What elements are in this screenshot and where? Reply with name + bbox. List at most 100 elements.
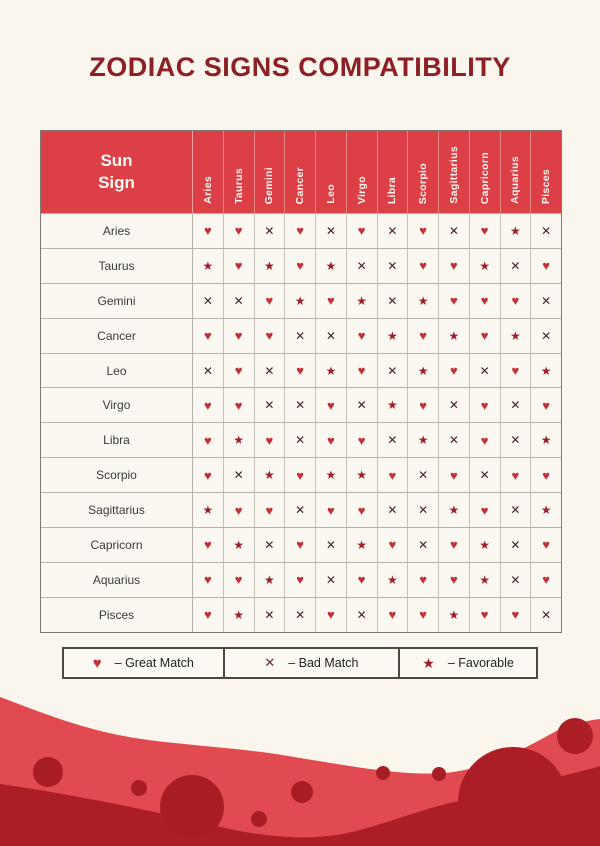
column-header-label: Aquarius [509,156,522,204]
heart-icon: ♥ [347,353,378,388]
heart-icon: ♥ [285,458,316,493]
row-label: Virgo [41,388,193,423]
cross-icon: ✕ [501,562,532,597]
star-icon: ★ [501,214,532,248]
star-icon: ★ [439,318,470,353]
star-icon: ★ [540,433,552,448]
star-icon: ★ [470,248,501,283]
table-row-libra: Libra ♥ ★ ♥ ✕ ♥ ♥ ✕ ★ ✕ ♥ ✕ ★ [41,422,561,458]
star-icon: ★ [316,458,347,493]
heart-icon: ♥ [224,318,255,353]
cross-icon: ✕ [541,328,552,343]
heart-icon: ♥ [285,214,316,248]
cross-icon: ✕ [501,528,532,562]
heart-icon: ♥ [193,597,224,632]
star-icon: ★ [540,363,552,378]
column-header-capricorn: Capricorn [468,131,500,213]
cross-icon: ✕ [193,283,224,318]
cross-icon: ✕ [255,388,286,423]
heart-icon: ♥ [347,493,378,528]
cross-icon: ✕ [378,493,409,528]
heart-icon: ♥ [193,528,224,562]
table-row-cancer: Cancer ♥ ♥ ♥ ✕ ✕ ♥ ★ ♥ ★ ♥ ★ ✕ [41,317,561,353]
column-headers: Aries Taurus Gemini Cancer Leo Virgo Libra Scor… [193,131,561,213]
star-icon: ★ [285,283,316,318]
row-label: Capricorn [41,528,193,562]
column-header-label: Virgo [355,175,368,204]
decorative-circle [291,781,313,803]
cross-icon: ✕ [541,293,552,308]
corner-header-label: Sun Sign [98,150,135,192]
heart-icon: ♥ [542,258,550,274]
column-header-label: Pisces [540,168,553,204]
cross-icon: ✕ [378,248,409,283]
column-header-leo: Leo [315,131,346,213]
star-icon: ★ [255,458,286,493]
star-icon: ★ [193,248,224,283]
star-icon: ★ [255,562,286,597]
heart-icon: ♥ [408,214,439,248]
cross-icon: ✕ [316,562,347,597]
heart-icon: ♥ [255,318,286,353]
heart-icon: ♥ [255,493,286,528]
cross-icon: ✕ [255,214,286,248]
heart-icon: ♥ [316,388,347,423]
heart-icon: ♥ [408,318,439,353]
star-icon: ★ [347,458,378,493]
column-header-aries: Aries [193,131,223,213]
heart-icon: ♥ [408,597,439,632]
cross-icon: ✕ [501,493,532,528]
heart-icon: ♥ [347,423,378,458]
cross-icon: ✕ [501,388,532,423]
row-label: Sagittarius [41,493,193,528]
cross-icon: ✕ [347,388,378,423]
cross-icon: ✕ [285,318,316,353]
star-icon: ★ [316,248,347,283]
table-row-taurus: Taurus ★ ♥ ★ ♥ ★ ✕ ✕ ♥ ♥ ★ ✕ ♥ [41,247,561,283]
heart-icon: ♥ [316,597,347,632]
heart-icon: ♥ [347,318,378,353]
heart-icon: ♥ [470,318,501,353]
heart-icon: ♥ [255,423,286,458]
heart-icon: ♥ [439,458,470,493]
cross-icon: ✕ [347,597,378,632]
row-label: Gemini [41,283,193,318]
star-icon: ★ [378,562,409,597]
cross-icon: ✕ [378,353,409,388]
column-header-gemini: Gemini [253,131,285,213]
heart-icon: ♥ [439,562,470,597]
heart-icon: ♥ [470,597,501,632]
cross-icon: ✕ [285,493,316,528]
legend-item-great-match: ♥ – Great Match [64,649,223,677]
star-icon: ★ [347,283,378,318]
table-row-scorpio: Scorpio ♥ ✕ ★ ♥ ★ ★ ♥ ✕ ♥ ✕ ♥ ♥ [41,457,561,493]
table-row-aquarius: Aquarius ♥ ♥ ★ ♥ ✕ ♥ ★ ♥ ♥ ★ ✕ ♥ [41,561,561,597]
cross-icon: ✕ [255,353,286,388]
compatibility-table: Sun Sign Aries Taurus Gemini Cancer Leo Virgo… [40,130,562,633]
dark-wave-shape [0,766,600,846]
star-icon: ★ [470,528,501,562]
table-row-leo: Leo ✕ ♥ ✕ ♥ ★ ♥ ✕ ★ ♥ ✕ ♥ ★ [41,352,561,388]
star-icon: ★ [501,318,532,353]
heart-icon: ♥ [193,318,224,353]
column-header-label: Libra [386,176,399,204]
cross-icon: ✕ [316,528,347,562]
table-row-virgo: Virgo ♥ ♥ ✕ ✕ ♥ ✕ ★ ♥ ✕ ♥ ✕ ♥ [41,387,561,423]
heart-icon: ♥ [439,528,470,562]
heart-icon: ♥ [408,248,439,283]
corner-header-sun-sign: Sun Sign [41,131,193,213]
heart-icon: ♥ [224,214,255,248]
heart-icon: ♥ [439,248,470,283]
heart-icon: ♥ [316,423,347,458]
decorative-circle [131,780,147,796]
heart-icon: ♥ [316,493,347,528]
table-header-row: Sun Sign Aries Taurus Gemini Cancer Leo Virgo… [41,131,561,213]
heart-icon: ♥ [408,562,439,597]
cross-icon: ✕ [378,423,409,458]
cross-icon: ✕ [470,458,501,493]
legend-item-bad-match: ✕ – Bad Match [222,649,399,677]
column-header-taurus: Taurus [222,131,254,213]
table-row-pisces: Pisces ♥ ★ ✕ ✕ ♥ ✕ ♥ ♥ ★ ♥ ♥ ✕ [41,596,561,632]
heart-icon: ♥ [542,537,550,553]
cross-icon: ✕ [347,248,378,283]
